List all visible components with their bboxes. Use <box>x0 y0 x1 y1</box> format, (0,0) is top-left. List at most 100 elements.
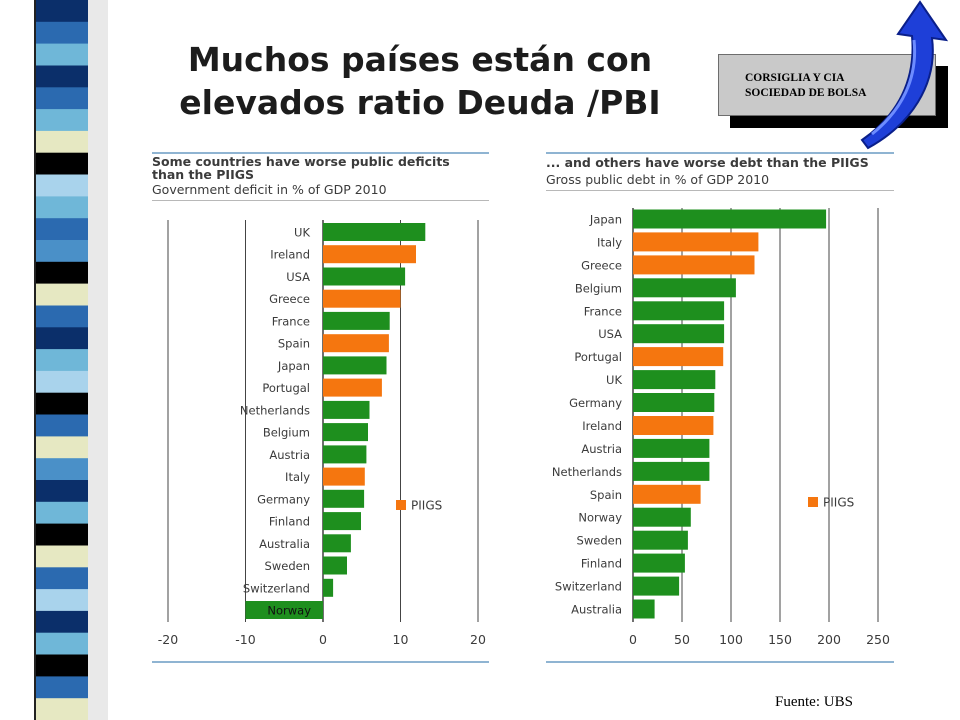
bar <box>323 445 367 464</box>
bar <box>633 232 759 252</box>
category-label: Australia <box>259 537 310 551</box>
deficit-chart: Some countries have worse public deficit… <box>148 148 493 668</box>
stripe-segment <box>34 87 88 110</box>
chart-top-rule <box>152 152 489 154</box>
x-tick-label: 50 <box>674 632 690 647</box>
legend-swatch <box>396 500 406 510</box>
x-tick-label: 100 <box>719 632 743 647</box>
bar <box>633 416 714 435</box>
bar <box>633 461 710 481</box>
stripe-segment <box>34 43 88 66</box>
deficit-chart-plot: -20 -10 0 10 20 UK Ireland USA Greece France Spain… <box>158 220 486 647</box>
category-label: Switzerland <box>555 580 622 594</box>
bar <box>633 209 827 229</box>
stripe-segment <box>34 676 88 699</box>
debt-chart: ... and others have worse debt than the … <box>542 148 898 668</box>
category-label: Greece <box>581 258 622 272</box>
bar <box>323 223 426 241</box>
legend-swatch <box>808 497 818 507</box>
stripe-edge <box>34 0 36 720</box>
x-tick-label: 0 <box>319 632 327 647</box>
chart-title-line-1: Some countries have worse public deficit… <box>152 154 450 169</box>
stripe-segment <box>34 327 88 350</box>
bar <box>323 245 416 264</box>
chart-bottom-rule <box>546 661 894 663</box>
bar <box>323 400 370 419</box>
stripe-segment <box>34 130 88 154</box>
category-label: Portugal <box>574 350 622 364</box>
bar <box>323 423 368 442</box>
up-arrow-icon <box>860 0 949 150</box>
x-tick-label: 250 <box>866 632 890 647</box>
category-label: Belgium <box>575 281 622 295</box>
bar <box>633 324 725 344</box>
stripe-segment <box>34 152 88 175</box>
stripe-segment <box>34 610 88 634</box>
stripe-segment <box>34 567 88 590</box>
stripe-segment <box>34 589 88 612</box>
legend-label: PIIGS <box>823 496 854 510</box>
category-label: Ireland <box>270 248 310 262</box>
legend-label: PIIGS <box>411 499 442 513</box>
bar <box>323 267 406 286</box>
category-label: Sweden <box>577 534 622 548</box>
bar <box>633 370 716 390</box>
slide-title: Muchos países están con elevados ratio D… <box>140 38 700 124</box>
category-label: Australia <box>571 603 622 617</box>
bar <box>323 378 382 397</box>
bar <box>633 530 688 550</box>
bar <box>633 576 680 596</box>
logo-line-1: CORSIGLIA Y CIA <box>745 72 845 84</box>
bar <box>323 512 361 531</box>
chart-title-line-2: than the PIIGS <box>152 167 254 182</box>
category-label: Portugal <box>262 381 310 395</box>
stripe-segment <box>34 349 88 372</box>
bar <box>323 289 401 308</box>
stripe-segment <box>34 436 88 459</box>
source-note: Fuente: UBS <box>775 694 853 710</box>
stripe-segment <box>34 196 88 219</box>
stripe-segment <box>34 698 88 720</box>
decorative-stripe-bar <box>34 0 108 720</box>
category-label: Finland <box>269 515 310 529</box>
bar <box>323 489 365 508</box>
category-label: Germany <box>569 396 622 410</box>
bar <box>633 553 685 573</box>
category-label: Austria <box>269 448 310 462</box>
bar <box>323 356 387 375</box>
stripe-segment <box>34 283 88 306</box>
category-label: Switzerland <box>243 581 310 595</box>
chart-top-rule <box>546 152 894 154</box>
bar <box>323 534 351 553</box>
bar <box>633 301 725 321</box>
category-label: Austria <box>581 442 622 456</box>
logo-line-2: SOCIEDAD DE BOLSA <box>745 87 867 99</box>
slide-title-line-2: elevados ratio Deuda /PBI <box>179 83 661 122</box>
category-label: Norway <box>578 511 622 525</box>
x-tick-label: 10 <box>393 632 409 647</box>
bar <box>245 601 323 619</box>
x-tick-label: 150 <box>768 632 792 647</box>
chart-subtitle-rule <box>546 190 894 191</box>
x-tick-label: -20 <box>158 632 178 647</box>
chart-title: ... and others have worse debt than the … <box>546 155 869 170</box>
bar <box>633 484 701 504</box>
category-label: Sweden <box>265 559 310 573</box>
bar <box>633 438 710 458</box>
stripe-segment <box>34 414 88 437</box>
category-label: Ireland <box>582 419 622 433</box>
category-label: UK <box>294 226 310 240</box>
stripe-segment <box>34 0 88 23</box>
category-label: Spain <box>590 488 622 502</box>
bar <box>633 347 724 367</box>
x-tick-label: 0 <box>629 632 637 647</box>
category-label: Netherlands <box>552 465 622 479</box>
category-label: USA <box>598 327 622 341</box>
stripe-segment <box>34 261 88 285</box>
category-label: Germany <box>257 492 310 506</box>
bar <box>633 599 655 619</box>
x-tick-label: -10 <box>235 632 255 647</box>
category-label: Italy <box>285 470 310 484</box>
stripe-segment <box>34 523 88 546</box>
category-label: Norway <box>267 604 311 618</box>
